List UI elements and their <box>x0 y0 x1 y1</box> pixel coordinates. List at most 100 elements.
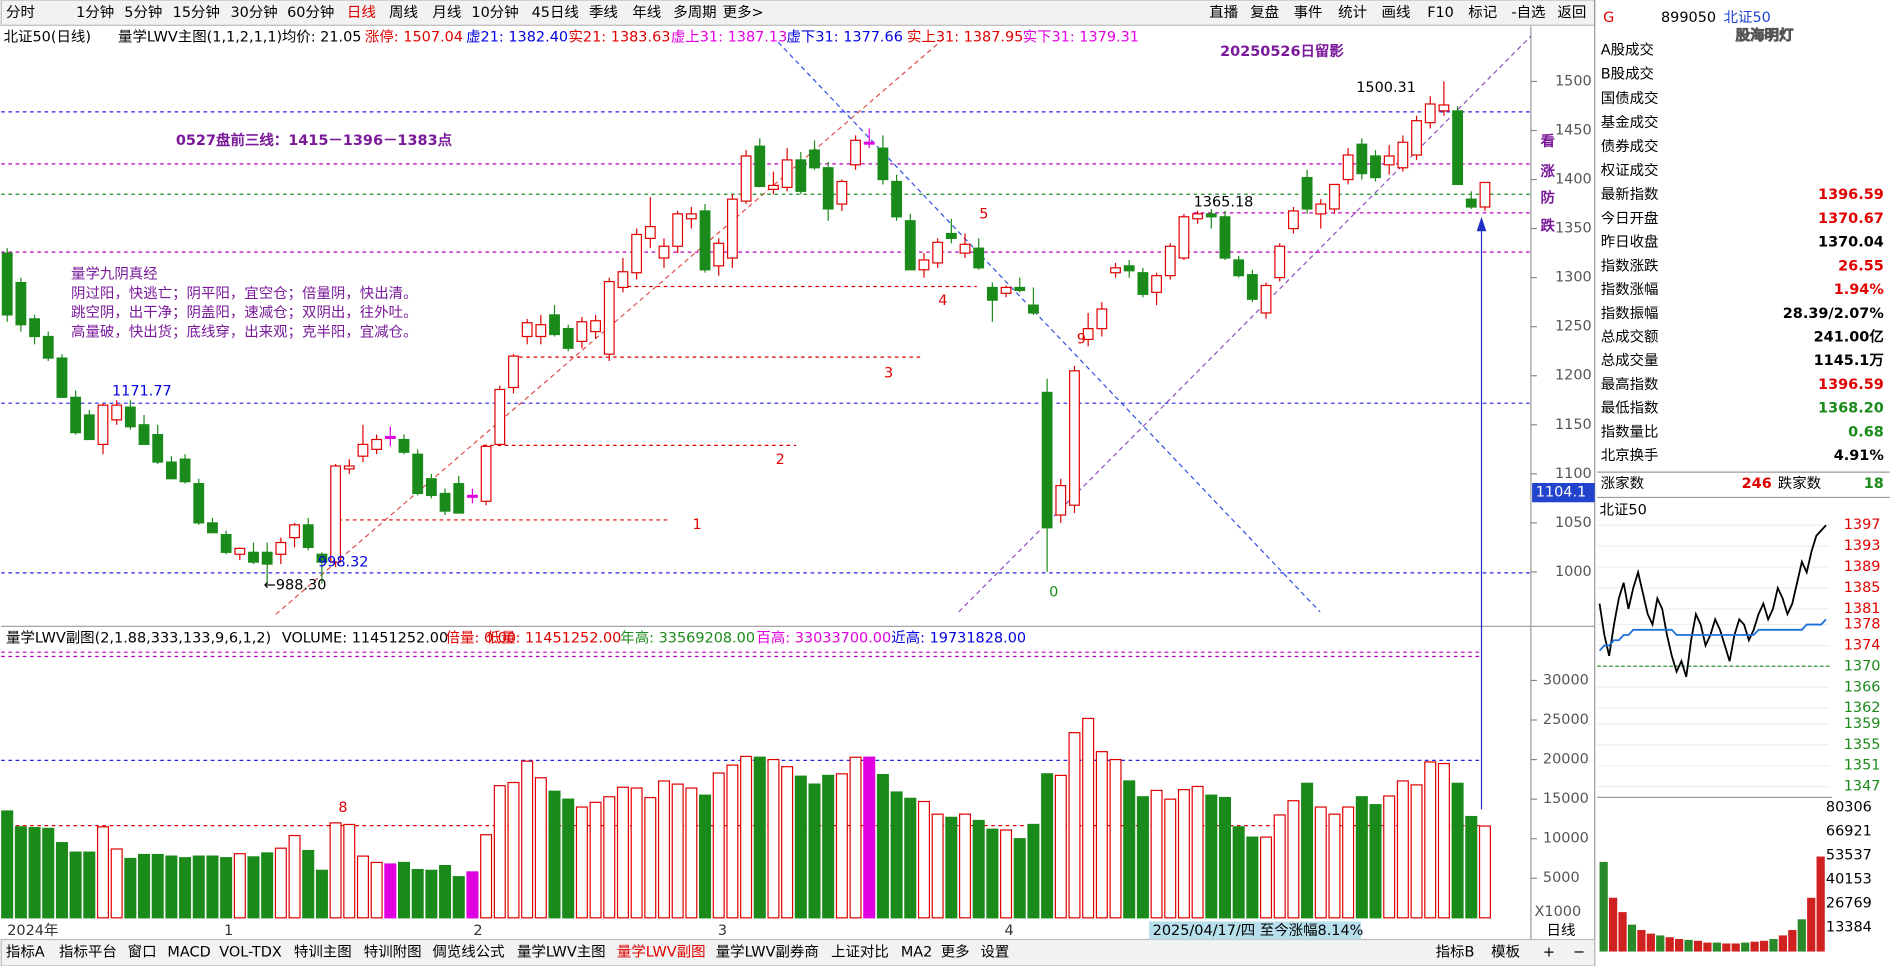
y-tick-label: 1385 <box>1844 580 1881 596</box>
tab[interactable]: 更多 <box>941 944 970 961</box>
y-tick-label: 80306 <box>1826 800 1872 816</box>
intraday-volume <box>1731 943 1740 952</box>
volume-bar <box>397 861 411 919</box>
watermark: 股海明灯 <box>1736 26 1794 44</box>
candle-body <box>275 541 287 555</box>
volume-bar <box>521 760 534 919</box>
volume-bar <box>1260 836 1273 919</box>
tab[interactable]: 倜览线公式 <box>432 944 504 961</box>
volume-bar <box>1095 751 1108 919</box>
tab[interactable]: 量学LWV副图 <box>617 944 706 961</box>
menu-item[interactable]: 1分钟 <box>76 4 114 21</box>
category[interactable]: 债券成交 <box>1601 137 1659 155</box>
tab[interactable]: 指标A <box>6 944 45 961</box>
tab[interactable]: + <box>1543 945 1555 961</box>
volume-bar <box>1041 773 1054 919</box>
menu-item[interactable]: 标记 <box>1468 4 1497 21</box>
menu-item[interactable]: 月线 <box>432 4 461 21</box>
tab[interactable]: MACD <box>167 945 210 961</box>
menu-item[interactable]: 分时 <box>6 4 35 21</box>
scripture-line: 高量破，快出货；底线穿，出来观；克半阳，宜减仓。 <box>71 323 418 340</box>
tab[interactable]: 设置 <box>980 944 1009 961</box>
tab[interactable]: 窗口 <box>128 943 157 961</box>
menu-item[interactable]: 45日线 <box>532 4 579 21</box>
tab[interactable]: 指标平台 <box>59 944 117 961</box>
candle-body <box>959 243 971 254</box>
volume-bar <box>1342 806 1355 919</box>
menu-item[interactable]: 画线 <box>1382 4 1411 21</box>
candle-body <box>809 149 820 169</box>
menu-item[interactable]: -自选 <box>1511 4 1545 21</box>
menu-item[interactable]: 多周期 <box>673 4 716 21</box>
candle-body <box>891 180 903 218</box>
menu-item[interactable]: 事件 <box>1294 4 1323 21</box>
volume-bar <box>138 853 151 919</box>
scripture-line: 量学九阴真经 <box>71 265 158 283</box>
quote-label: 最高指数 <box>1601 376 1659 393</box>
menu-item[interactable]: 5分钟 <box>124 4 162 21</box>
quote-value: 1368.20 <box>1818 401 1884 417</box>
menu-item[interactable]: 季线 <box>589 4 618 21</box>
tab[interactable]: 特训附图 <box>364 944 422 961</box>
intraday-volume <box>1788 930 1797 952</box>
category[interactable]: 国债成交 <box>1601 89 1659 107</box>
category[interactable]: A股成交 <box>1601 41 1654 59</box>
candle-body <box>179 458 191 483</box>
tab[interactable]: 量学LWV副券商 <box>716 944 819 961</box>
intraday-volume <box>1759 940 1769 952</box>
candle-body <box>343 465 355 470</box>
y-tick-label: 10000 <box>1543 831 1589 847</box>
flag: G <box>1603 10 1614 26</box>
tab-bar <box>0 938 1596 966</box>
menu-item[interactable]: 15分钟 <box>173 4 220 21</box>
candle-body <box>1233 259 1245 277</box>
candle-body <box>1274 245 1286 279</box>
tab[interactable]: 量学LWV主图 <box>517 944 606 961</box>
tab[interactable]: 上证对比 <box>831 944 889 961</box>
candle-body <box>781 159 793 188</box>
volume-bar <box>616 786 629 919</box>
candle-body <box>932 241 944 264</box>
menu-item[interactable]: 年线 <box>632 4 661 21</box>
point-label: 4 <box>938 293 947 309</box>
volume-bar <box>945 816 958 919</box>
menu-item[interactable]: 直播 <box>1209 4 1238 21</box>
menu-item[interactable]: 更多> <box>723 4 764 21</box>
category[interactable]: B股成交 <box>1601 65 1654 83</box>
tab[interactable]: 特训主图 <box>294 944 352 961</box>
tab[interactable]: 指标B <box>1436 944 1475 961</box>
candle-body <box>467 494 478 498</box>
menu-item[interactable]: 周线 <box>389 4 418 21</box>
toolbar <box>0 0 1596 26</box>
y-tick-label: 1050 <box>1555 515 1592 531</box>
volume-bar <box>712 772 725 919</box>
menu-item[interactable]: 60分钟 <box>287 4 334 21</box>
menu-item[interactable]: 30分钟 <box>230 4 277 21</box>
y-tick-label: 26769 <box>1826 896 1872 912</box>
menu-item[interactable]: 返回 <box>1557 4 1586 21</box>
menu-item[interactable]: 统计 <box>1338 4 1367 21</box>
quote-label: 北京换手 <box>1601 447 1659 464</box>
volume-bar <box>1054 774 1067 919</box>
menu-item[interactable]: 复盘 <box>1250 3 1279 21</box>
vertical-note: 涨 <box>1541 163 1556 180</box>
volume-bar <box>548 790 561 919</box>
category[interactable]: 基金成交 <box>1601 113 1659 131</box>
intraday-volume <box>1599 861 1608 952</box>
tab[interactable]: 模板 <box>1491 943 1520 961</box>
candle-body <box>1055 485 1067 516</box>
tab[interactable]: VOL-TDX <box>219 945 282 961</box>
candle-body <box>42 335 54 359</box>
volume-bar <box>822 774 835 919</box>
volume-bar <box>288 834 301 919</box>
menu-item[interactable]: 日线 <box>347 4 376 21</box>
volume-bar <box>890 791 903 919</box>
menu-item[interactable]: F10 <box>1427 5 1454 21</box>
indicator-text: 倍量: 0.00 <box>446 629 516 646</box>
category[interactable]: 权证成交 <box>1601 161 1659 179</box>
menu-item[interactable]: 10分钟 <box>471 4 518 21</box>
point-label: 1171.77 <box>112 383 172 399</box>
tab[interactable]: − <box>1573 945 1585 961</box>
tab[interactable]: MA2 <box>901 945 933 961</box>
y-tick-label: 1300 <box>1555 270 1592 286</box>
